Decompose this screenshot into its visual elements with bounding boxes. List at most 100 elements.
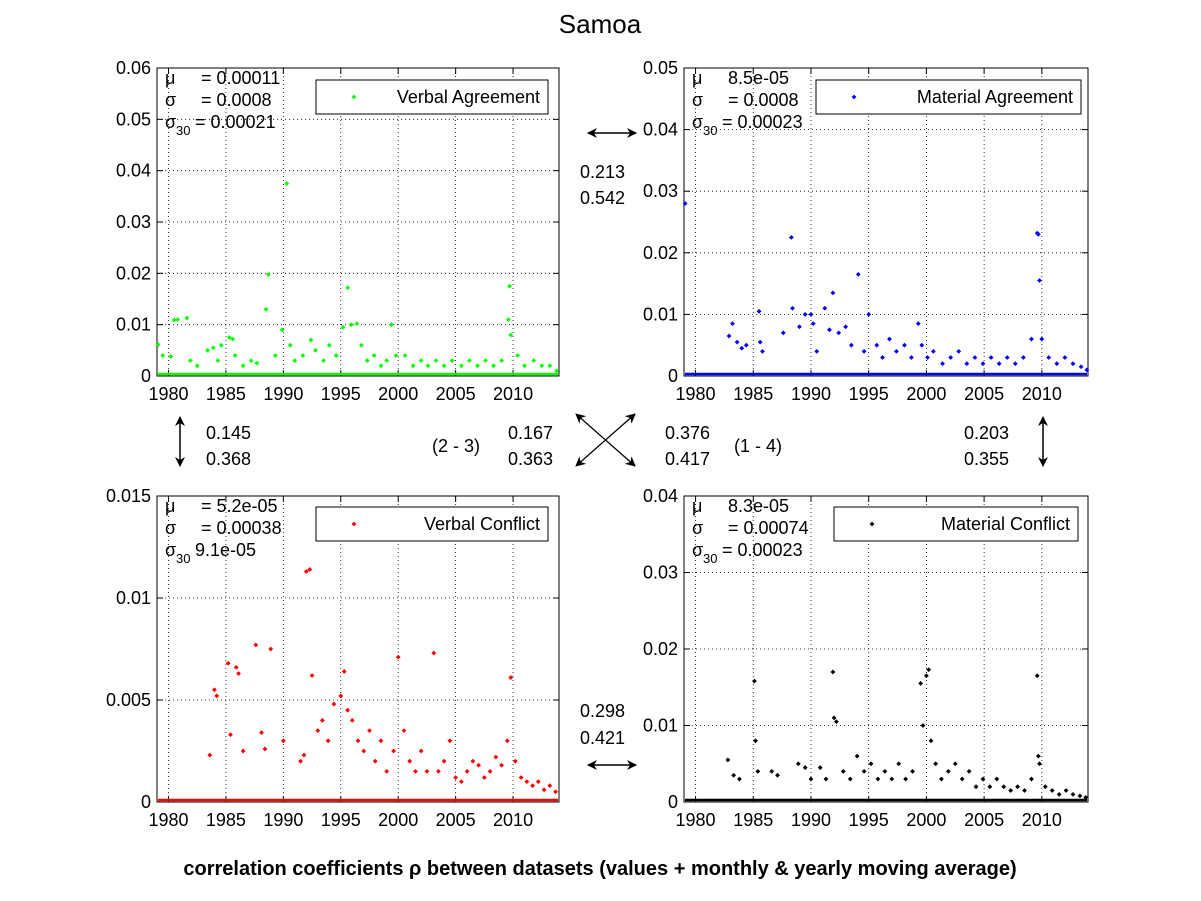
material-agreement-stat-sigma-symbol: σ [692,90,703,110]
verbal-agreement-point [531,358,537,363]
material-conflict-xtick-label: 2000 [906,810,946,830]
material-agreement-point [948,355,954,360]
verbal-agreement-point [433,358,439,363]
correlation-left-b: 0.368 [206,449,251,469]
verbal-conflict-ytick-label: 0.01 [116,588,151,608]
material-conflict-point [924,673,929,679]
verbal-conflict-axes-frame [156,495,560,803]
material-conflict-stat-mu-symbol: μ [692,496,702,516]
verbal-agreement-point [402,353,408,358]
verbal-conflict-stat-sigma30-value: 9.1e-05 [195,540,256,560]
material-conflict-stat-sigma-value: = 0.00074 [728,518,809,538]
verbal-agreement-point [410,363,416,369]
verbal-conflict-point [436,769,441,774]
material-conflict-point [808,776,814,782]
correlation-right-b: 0.355 [964,449,1009,469]
material-agreement-point [930,348,936,354]
verbal-agreement-point [240,363,246,369]
verbal-conflict-point [338,693,344,699]
verbal-conflict-point [453,775,459,780]
verbal-agreement-point [348,322,354,328]
correlation-bottom: 0.298 0.421 [580,701,637,770]
verbal-agreement-point [483,358,488,363]
verbal-conflict-point [233,664,239,670]
verbal-conflict-point [240,748,246,754]
verbal-conflict-point [518,775,524,780]
material-agreement-point [1012,361,1018,367]
correlation-center-right-b: 0.417 [665,449,710,469]
verbal-agreement-stat-mu-symbol: μ [165,68,175,88]
material-conflict-ytick-label: 0.04 [643,486,678,506]
material-conflict-point [910,769,915,774]
material-agreement-point [848,342,854,348]
material-conflict-point [731,772,737,778]
verbal-conflict-point [341,669,347,674]
verbal-conflict-point [345,707,351,713]
material-conflict-point [920,723,926,728]
material-agreement-legend-box [815,79,1082,115]
material-agreement-axes-frame [683,67,1089,377]
material-agreement-point [915,321,921,327]
material-agreement-point [902,342,907,348]
material-agreement-point [988,355,994,360]
verbal-conflict-point [378,738,384,744]
verbal-conflict-point [395,654,401,660]
verbal-agreement-point [354,321,360,327]
material-conflict-point [987,784,993,790]
verbal-conflict-point [331,701,337,707]
verbal-agreement-point [475,363,480,369]
material-conflict-xtick-label: 1985 [733,810,773,830]
verbal-conflict-point [470,758,476,764]
verbal-agreement-point [554,368,560,374]
verbal-agreement-point [467,358,472,363]
verbal-agreement-point [308,337,314,343]
verbal-agreement-xtick-label: 1985 [206,384,246,404]
verbal-conflict-point [512,758,518,764]
verbal-agreement-point [263,306,269,312]
verbal-agreement-point [522,363,527,369]
verbal-agreement-point [491,363,496,369]
material-conflict-point [868,761,874,767]
verbal-agreement-ytick-label: 0.05 [116,109,151,129]
material-agreement-point [739,345,745,351]
verbal-agreement-point [184,315,190,321]
correlation-right: 0.203 0.355 [964,416,1048,469]
material-agreement-point [1078,364,1084,370]
verbal-conflict-legend-marker [351,521,357,527]
verbal-conflict-xtick-label: 1985 [206,810,246,830]
verbal-agreement-point [205,347,210,353]
verbal-conflict-point [424,769,430,774]
material-conflict-point [1015,784,1020,790]
material-agreement-point [760,348,765,354]
correlation-top-b: 0.542 [580,188,625,208]
material-agreement-ytick-label: 0.04 [643,120,678,140]
material-conflict-point [847,776,853,782]
material-conflict-point [959,776,965,782]
verbal-conflict-point [508,675,514,680]
material-agreement-xtick-label: 1980 [676,384,716,404]
material-agreement-point [1046,355,1052,360]
material-agreement-xtick-label: 2010 [1022,384,1062,404]
verbal-agreement-point [326,342,332,348]
material-agreement-point [1062,355,1068,360]
material-agreement-point [827,327,832,333]
material-conflict-stat-sigma30-subscript: 30 [703,551,717,566]
verbal-conflict-point [207,752,213,758]
verbal-conflict-xtick-label: 2000 [378,810,418,830]
verbal-conflict-point [225,660,231,666]
material-agreement-point [730,321,735,327]
material-agreement-point [1037,278,1042,283]
correlation-right-a: 0.203 [964,423,1009,443]
verbal-agreement-point [194,363,200,369]
verbal-agreement-point [507,283,513,289]
correlation-center-left-b: 0.363 [508,449,553,469]
verbal-conflict-stat-sigma-symbol: σ [165,518,176,538]
material-conflict-point [1034,673,1040,679]
verbal-conflict-point [355,738,361,744]
material-agreement-point [808,312,814,317]
verbal-agreement-xtick-label: 2000 [378,384,418,404]
verbal-conflict-point [228,732,233,738]
material-agreement-point [682,201,688,206]
verbal-conflict-point [268,646,274,652]
verbal-agreement-point [230,336,236,342]
